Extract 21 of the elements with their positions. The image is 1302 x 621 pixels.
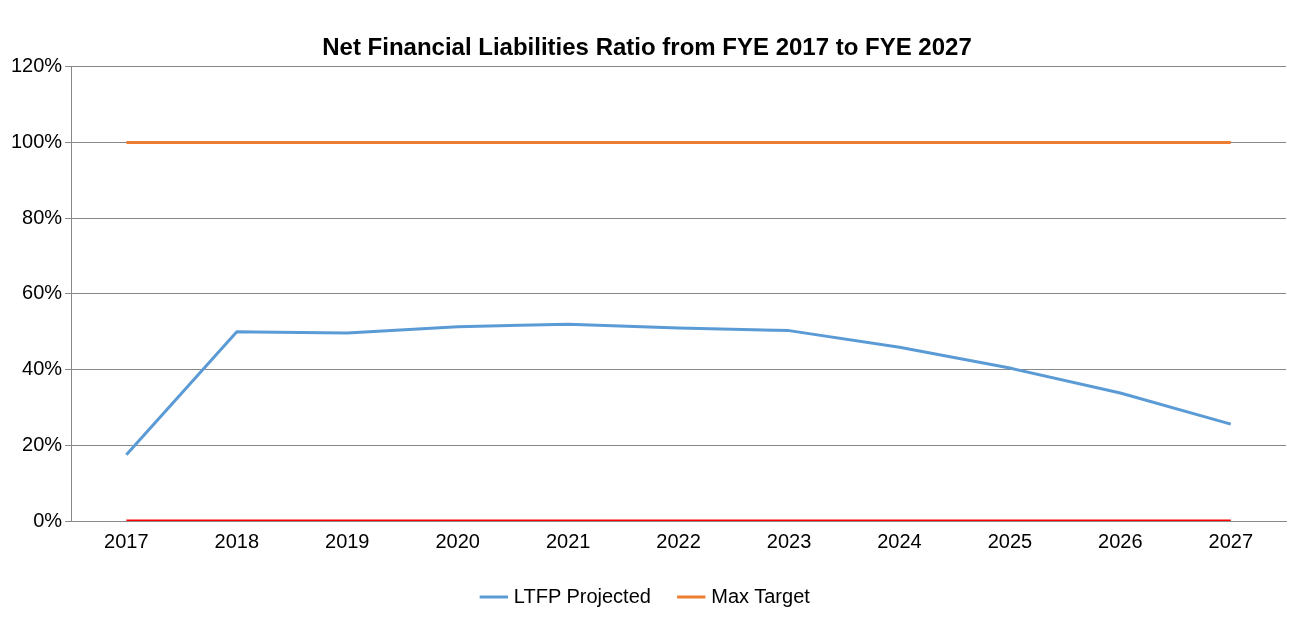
x-tick-label: 2023 <box>766 529 812 552</box>
x-tick-label: 2017 <box>104 529 149 552</box>
y-tick-label: 40% <box>22 357 63 380</box>
x-tick-label: 2027 <box>1208 529 1254 552</box>
x-tick-label: 2024 <box>877 529 922 552</box>
y-tick-label: 0% <box>33 508 63 531</box>
x-tick-label: 2018 <box>214 529 260 552</box>
y-tick-label: 20% <box>22 432 63 455</box>
x-tick-label: 2020 <box>435 529 480 552</box>
x-tick-label: 2026 <box>1098 529 1143 552</box>
y-tick-label: 120% <box>11 54 63 77</box>
x-tick-label: 2021 <box>545 529 591 552</box>
legend-label: LTFP Projected <box>513 584 651 607</box>
x-tick-label: 2022 <box>656 529 701 552</box>
y-tick-label: 60% <box>22 281 63 304</box>
x-tick-label: 2019 <box>325 529 370 552</box>
y-tick-label: 80% <box>22 205 63 228</box>
legend-label: Max Target <box>711 584 811 607</box>
chart-title: Net Financial Liabilities Ratio from FYE 2017 to FYE 2027 <box>322 33 972 61</box>
x-tick-label: 2025 <box>987 529 1033 552</box>
y-tick-label: 100% <box>11 130 63 153</box>
